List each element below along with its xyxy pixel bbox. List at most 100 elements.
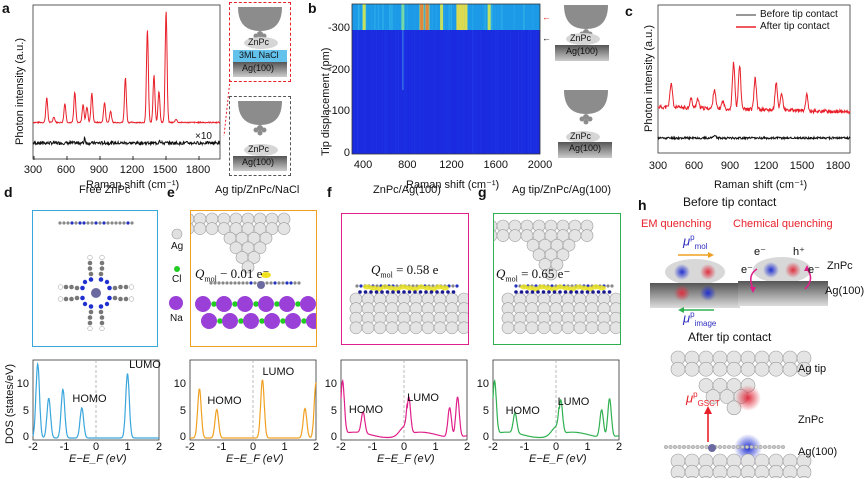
- heatmap-noise: [399, 30, 400, 154]
- heatmap-noise: [367, 30, 368, 154]
- x-tick-label: 1500: [790, 160, 814, 172]
- inset-a2-ag: Ag(100): [242, 157, 274, 167]
- molecule-atom: [118, 297, 123, 302]
- x-tick-label: 300: [649, 160, 667, 172]
- heatmap-noise: [386, 30, 387, 154]
- heatmap-noise: [382, 4, 384, 30]
- legend-after: After tip contact: [760, 21, 829, 32]
- molecule-atom: [281, 281, 284, 284]
- zn-pc-molecule: [48, 215, 144, 343]
- charge-density: [369, 290, 373, 294]
- h-e-minus-right: e⁻: [808, 263, 820, 276]
- molecule-atom: [741, 445, 745, 449]
- homo-label: HOMO: [207, 395, 241, 407]
- heatmap-noise: [431, 4, 433, 30]
- heatmap-noise: [528, 30, 529, 154]
- molecule-atom: [82, 221, 85, 224]
- x-tick-label: -2: [185, 441, 195, 453]
- ag-atom: [574, 322, 586, 334]
- x-tick-label: 2000: [528, 159, 552, 171]
- red-charge-cloud: [735, 385, 761, 411]
- heatmap-noise: [354, 30, 355, 154]
- heatmap-noise: [533, 30, 534, 154]
- molecule-atom: [130, 221, 133, 224]
- heatmap-noise: [497, 4, 499, 30]
- heatmap-noise: [376, 30, 377, 154]
- cl-atom: [295, 301, 301, 307]
- inset-a1-nacl: 3ML NaCl: [239, 50, 279, 60]
- x-tick-label: 0: [250, 441, 256, 453]
- molecule-atom: [691, 445, 695, 449]
- inset-b2-ag: Ag(100): [569, 143, 601, 153]
- ag-atom: [398, 322, 410, 334]
- ag-atom: [769, 465, 783, 478]
- legend-na: Na: [170, 313, 183, 324]
- molecule-atom: [89, 272, 94, 277]
- h-zn-label-1: ZnPc: [827, 260, 853, 272]
- heatmap-noise: [495, 30, 496, 154]
- molecule-atom: [58, 221, 61, 224]
- n-atom: [105, 280, 109, 284]
- ag-atom: [493, 230, 497, 242]
- h-e-minus-top: e⁻: [754, 245, 766, 258]
- molecule-atom: [106, 221, 109, 224]
- ag-atom: [562, 322, 574, 334]
- ag-atom: [610, 322, 621, 334]
- heatmap-noise: [411, 30, 412, 154]
- panel-f-title: ZnPc/Ag(100): [373, 184, 441, 196]
- heatmap-noise: [387, 30, 388, 154]
- molecule-atom: [86, 221, 89, 224]
- x-tick-label: 2: [616, 441, 622, 453]
- molecule-atom: [289, 281, 292, 284]
- y-tick-label: -100: [322, 105, 350, 117]
- heatmap-noise: [371, 30, 372, 154]
- molecule-atom: [89, 310, 94, 315]
- red-arrow-marker: ←: [542, 12, 551, 22]
- molecule-atom: [750, 445, 754, 449]
- x-tick-label: -1: [60, 441, 70, 453]
- panel-g-title: Ag tip/ZnPc/Ag(100): [512, 184, 611, 196]
- heatmap-noise: [366, 4, 368, 30]
- molecule-atom: [118, 221, 121, 224]
- molecule-atom: [90, 221, 93, 224]
- heatmap-noise: [469, 4, 471, 30]
- ag-atom: [685, 465, 699, 478]
- na-atom: [285, 313, 301, 329]
- panel-c-ylabel: Photon intensity (a.u.): [643, 25, 655, 132]
- inset-a2-znpc: ZnPc: [248, 144, 269, 154]
- heatmap-noise: [412, 30, 413, 154]
- dos-xlabel: E−E_F (eV): [226, 453, 284, 465]
- panel-a-ylabel: Photon intensity (a.u.): [14, 38, 26, 145]
- ag-atom: [386, 322, 398, 334]
- molecule-atom: [58, 297, 63, 302]
- y-tick-label: -300: [322, 22, 350, 34]
- ag-atom: [755, 362, 769, 376]
- molecule-atom: [110, 221, 113, 224]
- molecule-atom: [94, 221, 97, 224]
- heatmap-noise: [357, 30, 358, 154]
- charge-density: [413, 290, 417, 294]
- cl-atom: [232, 301, 238, 307]
- heatmap-noise: [358, 4, 360, 30]
- ag-atom: [514, 322, 526, 334]
- x-tick-label: 600: [57, 164, 75, 176]
- y-tick-label: 0: [471, 431, 489, 443]
- panel-f-charge: Qmol = 0.58 e: [371, 262, 438, 280]
- molecule-atom: [88, 321, 93, 326]
- charge-density: [391, 290, 395, 294]
- x-tick-mark: [99, 156, 101, 160]
- heatmap-noise: [385, 30, 386, 154]
- tip-icon: [562, 88, 610, 124]
- heatmap-band: [440, 4, 443, 30]
- molecule-atom: [124, 285, 129, 290]
- tip-icon: [236, 5, 284, 41]
- ag-atom: [374, 322, 386, 334]
- molecule-atom: [69, 297, 74, 302]
- molecule-atom: [763, 445, 767, 449]
- molecule-atom: [781, 445, 785, 449]
- molecule-atom: [98, 221, 101, 224]
- charge-density: [564, 290, 568, 294]
- x-tick-label: 1: [124, 441, 130, 453]
- molecule-atom: [269, 281, 272, 284]
- heatmap-noise: [472, 30, 473, 154]
